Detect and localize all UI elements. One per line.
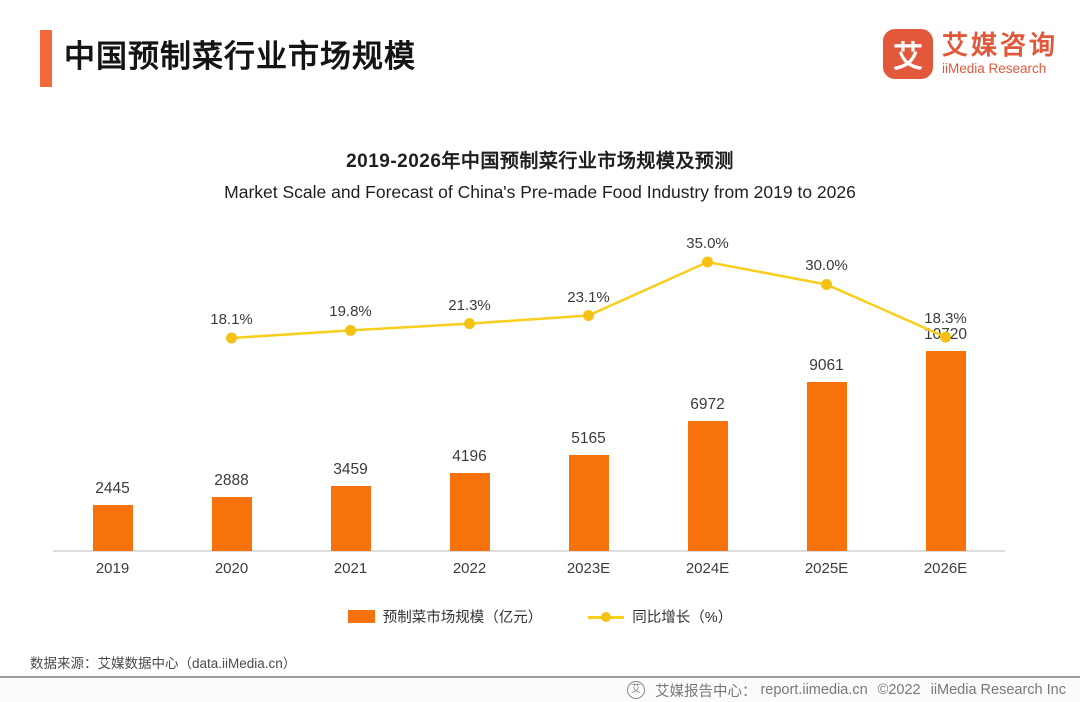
growth-value-label-2020: 18.1% [210, 311, 253, 328]
chart-legend: 预制菜市场规模（亿元） 同比增长（%） [0, 606, 1080, 627]
growth-value-label-2025E: 30.0% [805, 257, 848, 275]
growth-value-label-2026E: 18.3% [924, 310, 967, 328]
line-point-2022 [464, 318, 475, 330]
growth-value-label-2024E: 35.0% [686, 235, 729, 252]
line-point-2023E [583, 310, 594, 322]
company-name: iiMedia Research Inc [930, 682, 1066, 698]
line-point-2025E [821, 278, 832, 290]
x-axis-labels: 2019 2020 2021 2022 2023E 2024E 2025E 2026E [53, 560, 1005, 580]
x-tick-label-2026E: 2026E [923, 560, 968, 577]
bar-value-label-2020: 2888 [214, 472, 249, 490]
bar-value-label-2025E: 9061 [809, 356, 844, 374]
legend-label-market-scale: 预制菜市场规模（亿元） [382, 610, 543, 626]
bar-series-swatch [347, 610, 375, 623]
x-tick-label-2021: 2021 [333, 560, 368, 577]
iimedia-badge-icon: 艾 [626, 681, 645, 699]
bar-2023E [568, 454, 609, 551]
page-title: 中国预制菜行业市场规模 [64, 39, 416, 74]
header-accent-bar [40, 30, 52, 87]
x-tick-label-2025E: 2025E [804, 560, 849, 577]
data-source-note: 数据来源：艾媒数据中心（data.iiMedia.cn） [30, 656, 297, 671]
x-tick-label-2023E: 2023E [566, 560, 611, 577]
bar-value-label-2022: 4196 [452, 447, 487, 465]
bar-value-label-2023E: 5165 [571, 429, 606, 447]
bar-2026E [925, 351, 966, 551]
x-tick-label-2019: 2019 [95, 560, 130, 577]
report-center-link: 艾媒报告中心： report.iimedia.cn [655, 680, 868, 701]
bar-2024E [687, 420, 728, 551]
growth-line-chart [226, 256, 951, 344]
plot-area: 2445 2888 3459 4196 5165 6972 9061 10720 18.1% 19… [53, 230, 1005, 552]
growth-value-label-2023E: 23.1% [567, 288, 610, 306]
line-point-2020 [226, 332, 237, 344]
bar-2021 [330, 486, 371, 551]
line-point-2021 [345, 324, 356, 336]
x-axis-line [53, 550, 1005, 552]
bar-value-label-2026E: 10720 [923, 326, 968, 343]
chart-subtitle: Market Scale and Forecast of China's Pre… [224, 182, 856, 202]
bottom-bar: 艾 艾媒报告中心： report.iimedia.cn ©2022 iiMedi… [0, 676, 1080, 702]
report-center-label: 艾媒报告中心： [654, 683, 757, 700]
report-center-url: report.iimedia.cn [760, 682, 868, 698]
legend-label-growth: 同比增长（%） [632, 610, 733, 626]
logo-name-en: iiMedia Research [941, 60, 1047, 76]
bar-value-label-2019: 2445 [95, 480, 130, 498]
line-series-swatch [588, 611, 625, 623]
bar-2022 [449, 472, 490, 551]
growth-value-label-2022: 21.3% [448, 296, 491, 314]
bar-value-label-2021: 3459 [333, 461, 368, 479]
bar-value-label-2024E: 6972 [690, 395, 725, 413]
chart-title: 2019-2026年中国预制菜行业市场规模及预测 [346, 151, 734, 172]
bar-2025E [806, 381, 847, 551]
x-tick-label-2022: 2022 [452, 560, 487, 577]
bar-2019 [92, 505, 133, 551]
line-swatch-dot [601, 611, 612, 622]
line-point-2024E [702, 256, 713, 268]
legend-item-market-scale: 预制菜市场规模（亿元） [347, 606, 543, 627]
logo-name-cn: 艾媒咨询 [941, 30, 1058, 61]
growth-value-label-2021: 19.8% [329, 303, 372, 321]
iimedia-logo-icon: 艾 [882, 29, 933, 79]
iimedia-logo: 艾 艾媒咨询 iiMedia Research [882, 29, 1058, 79]
iimedia-logo-text: 艾媒咨询 iiMedia Research [941, 30, 1058, 76]
x-tick-label-2024E: 2024E [685, 560, 730, 577]
copyright-text: ©2022 [877, 682, 921, 698]
bar-2020 [211, 497, 252, 551]
x-tick-label-2020: 2020 [214, 560, 249, 577]
legend-item-growth: 同比增长（%） [588, 606, 732, 627]
